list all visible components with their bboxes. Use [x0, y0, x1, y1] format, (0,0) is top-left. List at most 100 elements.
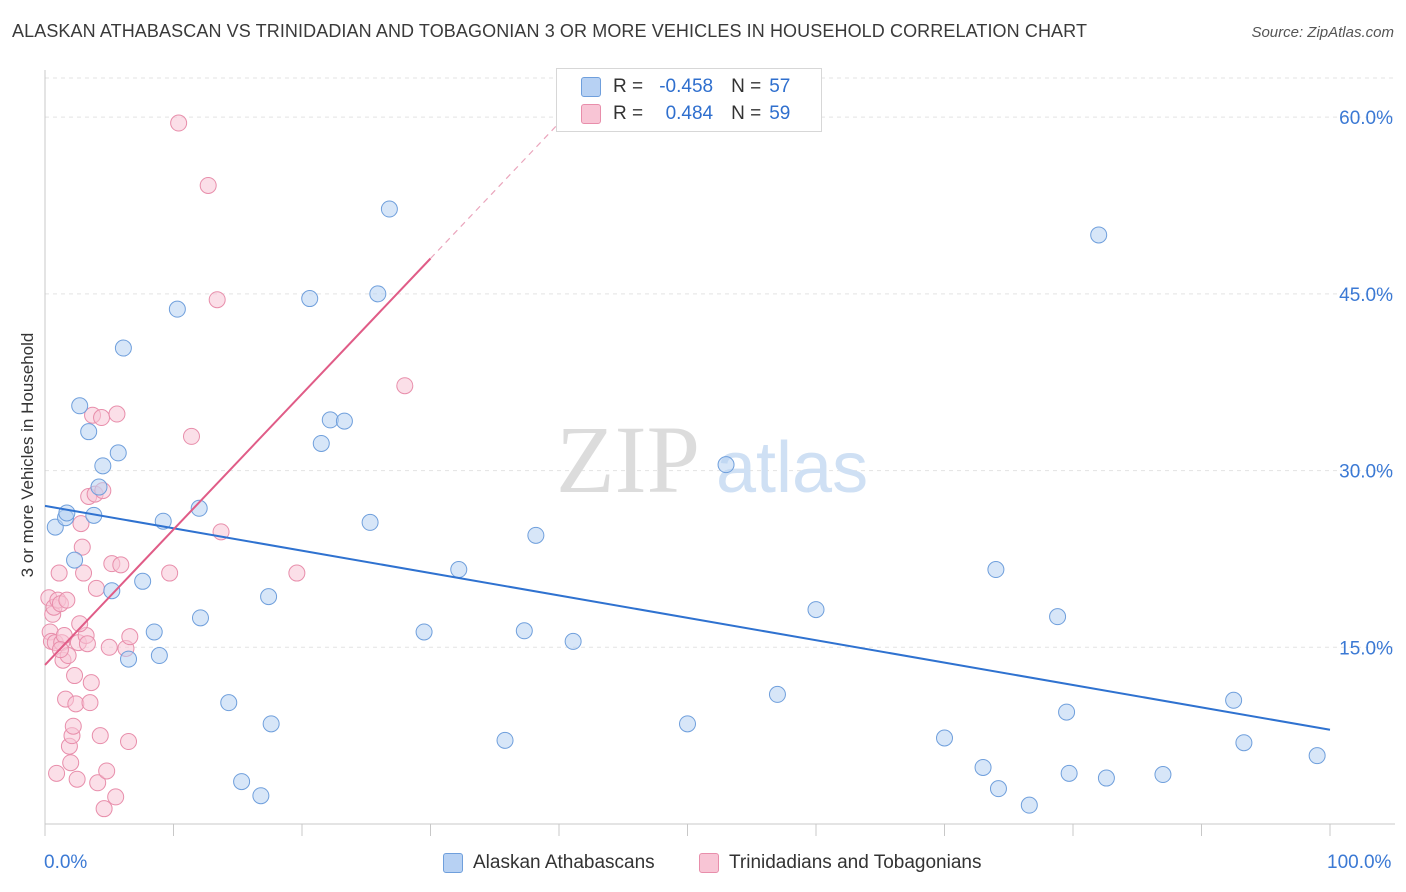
athabascan-point — [1097, 769, 1115, 787]
athabascan-point — [1090, 226, 1108, 244]
chart-title: ALASKAN ATHABASCAN VS TRINIDADIAN AND TO… — [12, 21, 1088, 41]
legend-n-label: N = — [731, 76, 762, 97]
athabascan-point — [1154, 766, 1172, 784]
athabascan-point — [262, 715, 280, 733]
athabascan-point — [109, 444, 127, 462]
y-tick-label: 45.0% — [1339, 285, 1393, 306]
trinidadian-point — [67, 695, 85, 713]
athabascan-point — [717, 456, 735, 474]
bottom-legend-label: Trinidadians and Tobagonians — [729, 852, 982, 873]
trinidadian-point — [87, 579, 105, 597]
legend-swatch-blue — [581, 77, 601, 97]
athabascan-point — [1058, 703, 1076, 721]
trinidadian-point — [71, 615, 89, 633]
trinidadian-point — [50, 564, 68, 582]
athabascan-point — [380, 200, 398, 218]
axis-layer — [44, 70, 1395, 836]
athabascan-point — [564, 632, 582, 650]
athabascan-point — [527, 526, 545, 544]
athabascan-point — [301, 290, 319, 308]
trinidadian-point — [161, 564, 179, 582]
series-trinidadian-points — [40, 114, 414, 818]
trinidadian-point — [121, 628, 139, 646]
bottom-legend-swatch-pink — [699, 853, 719, 873]
athabascan-point — [1020, 796, 1038, 814]
athabascan-point — [120, 650, 138, 668]
trinidadian-point — [55, 627, 73, 644]
trinidadian-point — [93, 409, 111, 427]
legend-n-value: 59 — [769, 103, 791, 124]
trinidadian-point — [72, 515, 90, 533]
legend-row-trinidadian: R = 0.484 N = 59 — [581, 103, 790, 125]
athabascan-point — [807, 601, 825, 619]
y-tick-label: 60.0% — [1339, 108, 1393, 129]
athabascan-point — [58, 504, 76, 522]
athabascan-point — [252, 787, 270, 805]
bottom-legend-label: Alaskan Athabascans — [473, 852, 655, 873]
athabascan-point — [134, 572, 152, 590]
trinidadian-point — [82, 674, 100, 692]
athabascan-point — [321, 411, 339, 429]
athabascan-point — [190, 499, 208, 517]
athabascan-point — [145, 623, 163, 641]
watermark-atlas: atlas — [716, 428, 868, 508]
trinidadian-point — [66, 667, 84, 685]
athabascan-point — [989, 780, 1007, 798]
legend-row-athabascan: R = -0.458 N = 57 — [581, 76, 790, 98]
legend-swatch-pink — [581, 104, 601, 124]
athabascan-point — [90, 478, 108, 496]
trinidadian-point — [81, 694, 99, 712]
athabascan-point — [1060, 764, 1078, 782]
athabascan-point — [71, 397, 89, 415]
y-tick-label: 30.0% — [1339, 462, 1393, 483]
trinidadian-point — [120, 733, 138, 751]
bottom-legend-athabascan: Alaskan Athabascans — [443, 852, 655, 874]
y-axis-label: 3 or more Vehicles in Household — [18, 332, 37, 578]
athabascan-point — [974, 758, 992, 776]
trinidadian-point — [75, 564, 93, 582]
athabascan-point — [496, 731, 514, 749]
athabascan-point — [335, 412, 353, 430]
trinidadian-point — [112, 556, 130, 574]
trinidadian-point — [68, 770, 86, 788]
bottom-legend-swatch-blue — [443, 853, 463, 873]
bottom-legend-trinidadian: Trinidadians and Tobagonians — [699, 852, 981, 874]
trinidadian-point — [396, 377, 414, 395]
trinidadian-trend-extension — [430, 122, 560, 259]
athabascan-trend-line — [44, 504, 1331, 731]
trinidadian-point — [107, 788, 125, 806]
athabascan-point — [103, 582, 121, 600]
stats-legend: R = -0.458 N = 57 R = 0.484 N = 59 — [556, 68, 822, 132]
grid-layer — [45, 77, 1395, 648]
trend-layer — [44, 122, 1331, 731]
trinidadian-point — [170, 114, 188, 132]
trinidadian-point — [91, 727, 109, 745]
trinidadian-point — [98, 762, 116, 780]
athabascan-point — [150, 647, 168, 665]
trinidadian-point — [288, 564, 306, 582]
athabascan-point — [1225, 691, 1243, 709]
athabascan-point — [936, 729, 953, 747]
athabascan-point — [1308, 747, 1326, 765]
trinidadian-point — [95, 800, 113, 818]
athabascan-point — [361, 513, 379, 531]
athabascan-point — [415, 623, 433, 641]
y-tick-label: 15.0% — [1339, 638, 1393, 659]
athabascan-point — [80, 423, 98, 441]
athabascan-point — [768, 685, 786, 703]
trinidadian-point — [108, 405, 126, 423]
athabascan-point — [260, 588, 278, 606]
athabascan-point — [168, 300, 186, 318]
athabascan-point — [191, 609, 209, 627]
x-tick-label-max: 100.0% — [1327, 852, 1392, 873]
athabascan-point — [66, 551, 84, 569]
watermark-zip: ZIP — [556, 406, 700, 513]
athabascan-point — [450, 561, 468, 579]
athabascan-point — [679, 715, 696, 733]
trinidadian-point — [73, 538, 91, 556]
athabascan-point — [1049, 608, 1067, 626]
trinidadian-point — [199, 176, 217, 194]
trinidadian-point — [89, 774, 107, 792]
source-label: Source: ZipAtlas.com — [1251, 24, 1394, 41]
